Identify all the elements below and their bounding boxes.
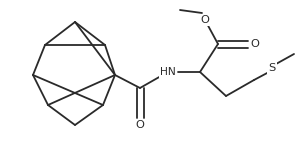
Text: O: O — [136, 120, 144, 130]
Text: HN: HN — [160, 67, 176, 77]
Text: S: S — [268, 63, 276, 73]
Text: O: O — [200, 15, 209, 25]
Text: O: O — [251, 39, 259, 49]
